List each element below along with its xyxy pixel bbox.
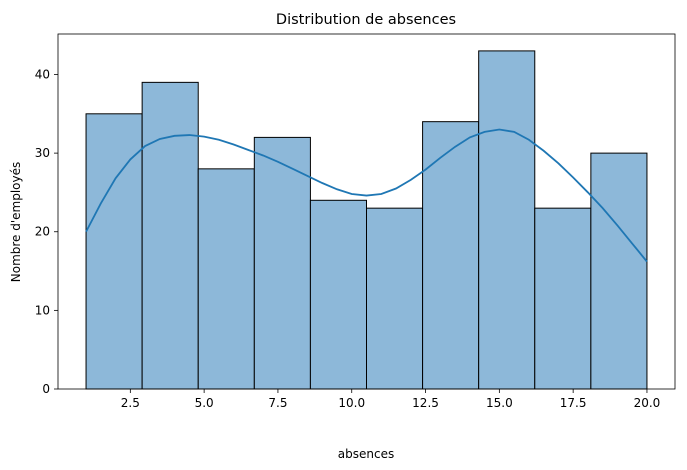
y-tick-label: 40 — [35, 67, 50, 81]
kde-curve — [85, 128, 648, 263]
x-tick-label: 5.0 — [195, 396, 214, 410]
x-tick-label: 15.0 — [486, 396, 513, 410]
x-tick-label: 20.0 — [634, 396, 661, 410]
x-axis-label: absences — [338, 447, 394, 461]
histogram-bar — [253, 136, 311, 390]
histogram-bar — [197, 168, 255, 390]
y-tick-label: 0 — [42, 382, 50, 396]
y-tick-label: 10 — [35, 303, 50, 317]
x-tick-label: 12.5 — [412, 396, 439, 410]
plot-area-frame — [57, 33, 676, 390]
x-tick-label: 17.5 — [560, 396, 587, 410]
histogram-bars — [85, 50, 648, 390]
y-axis-ticks: 0 10 20 30 40 — [35, 67, 58, 396]
x-tick-label: 7.5 — [268, 396, 287, 410]
y-tick-label: 30 — [35, 146, 50, 160]
histogram-bar — [85, 113, 143, 390]
histogram-bar — [366, 207, 424, 390]
histogram-bar — [141, 81, 199, 390]
histogram-bar — [478, 50, 536, 390]
chart-title: Distribution de absences — [276, 12, 456, 28]
x-axis-ticks: 2.5 5.0 7.5 10.0 12.5 15.0 17.5 20.0 — [121, 389, 661, 410]
histogram-bar — [534, 207, 592, 390]
histogram-bar — [309, 199, 367, 390]
histogram-bar — [590, 152, 648, 390]
y-tick-label: 20 — [35, 225, 50, 239]
y-axis-label: Nombre d'employés — [9, 162, 23, 283]
histogram-bar — [422, 121, 480, 390]
x-tick-label: 10.0 — [338, 396, 365, 410]
x-tick-label: 2.5 — [121, 396, 140, 410]
